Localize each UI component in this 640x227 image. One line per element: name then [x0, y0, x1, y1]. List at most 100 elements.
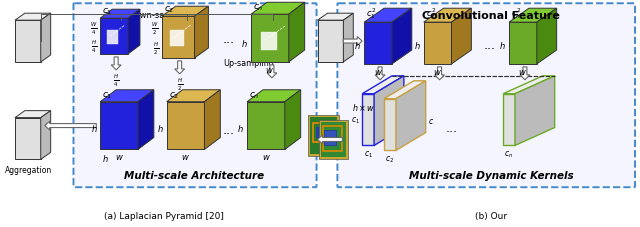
Text: $h$: $h$: [91, 123, 97, 133]
Text: $\frac{H}{2}$: $\frac{H}{2}$: [153, 41, 159, 57]
Polygon shape: [451, 9, 471, 65]
FancyBboxPatch shape: [324, 130, 337, 146]
Polygon shape: [424, 23, 451, 65]
Polygon shape: [520, 68, 530, 80]
Polygon shape: [195, 7, 209, 59]
Text: $c_1$: $c_1$: [364, 149, 372, 159]
Polygon shape: [41, 111, 51, 160]
Polygon shape: [128, 10, 140, 55]
Polygon shape: [384, 81, 426, 99]
Text: $w$: $w$: [181, 153, 190, 162]
Text: $h$: $h$: [102, 153, 109, 164]
Text: $c_1$: $c_1$: [351, 115, 360, 125]
Polygon shape: [343, 37, 362, 46]
Polygon shape: [509, 9, 557, 23]
Polygon shape: [15, 21, 41, 63]
Text: $c_1$: $c_1$: [102, 90, 113, 100]
Polygon shape: [537, 9, 557, 65]
Polygon shape: [170, 31, 184, 47]
FancyBboxPatch shape: [319, 120, 348, 160]
Text: $c_2^2$: $c_2^2$: [426, 6, 436, 21]
Polygon shape: [162, 7, 209, 17]
Polygon shape: [375, 68, 385, 80]
Text: Up-sampling: Up-sampling: [223, 59, 274, 68]
Polygon shape: [285, 90, 301, 150]
Polygon shape: [435, 68, 445, 80]
Polygon shape: [374, 76, 404, 146]
Polygon shape: [111, 58, 121, 71]
Text: $c_n$: $c_n$: [253, 3, 264, 13]
Polygon shape: [251, 3, 305, 15]
Text: $\frac{H}{4}$: $\frac{H}{4}$: [92, 39, 97, 55]
Polygon shape: [384, 99, 396, 151]
Text: (a) Laplacian Pyramid [20]: (a) Laplacian Pyramid [20]: [104, 211, 224, 220]
Polygon shape: [515, 76, 555, 146]
Text: $w$: $w$: [374, 68, 383, 76]
Text: (b) Our: (b) Our: [475, 211, 508, 220]
Text: $c_1^2$: $c_1^2$: [366, 6, 376, 21]
Text: $c$: $c$: [428, 117, 434, 126]
Text: Multi-scale Architecture: Multi-scale Architecture: [124, 170, 264, 180]
FancyBboxPatch shape: [316, 127, 323, 139]
Text: ...: ...: [222, 32, 234, 45]
Text: $w$: $w$: [262, 153, 270, 162]
Text: $h \times w$: $h \times w$: [352, 102, 376, 113]
Text: Aggregation: Aggregation: [5, 166, 52, 175]
Text: $c_n$: $c_n$: [249, 90, 260, 100]
Polygon shape: [251, 15, 289, 63]
Text: $h$: $h$: [241, 37, 248, 48]
Polygon shape: [138, 90, 154, 150]
Polygon shape: [343, 14, 353, 63]
Polygon shape: [317, 21, 343, 63]
Text: $w$: $w$: [433, 68, 442, 76]
Text: $\frac{H}{2}$: $\frac{H}{2}$: [177, 76, 182, 93]
Polygon shape: [162, 17, 195, 59]
Polygon shape: [317, 136, 342, 144]
Polygon shape: [100, 19, 128, 55]
Polygon shape: [503, 94, 515, 146]
Polygon shape: [267, 66, 277, 79]
Polygon shape: [364, 9, 412, 23]
Polygon shape: [247, 90, 301, 102]
Text: $c_2$: $c_2$: [169, 90, 179, 100]
Text: $h$: $h$: [157, 123, 164, 133]
Polygon shape: [167, 90, 220, 102]
Polygon shape: [41, 14, 51, 63]
Polygon shape: [503, 76, 555, 94]
Polygon shape: [509, 23, 537, 65]
Polygon shape: [167, 102, 204, 150]
Text: $\frac{W}{2}$: $\frac{W}{2}$: [151, 21, 159, 37]
FancyBboxPatch shape: [310, 117, 337, 155]
Text: $w$: $w$: [266, 66, 275, 75]
FancyBboxPatch shape: [321, 122, 346, 158]
Polygon shape: [100, 102, 138, 150]
Polygon shape: [424, 9, 471, 23]
Text: $c_n$: $c_n$: [504, 149, 514, 159]
Text: $h$: $h$: [499, 39, 506, 50]
Text: $\frac{W}{4}$: $\frac{W}{4}$: [90, 21, 97, 37]
Polygon shape: [45, 121, 96, 131]
Text: $w$: $w$: [518, 68, 527, 76]
Text: $w$: $w$: [115, 153, 124, 162]
Polygon shape: [392, 9, 412, 65]
Text: $h$: $h$: [237, 123, 244, 133]
FancyBboxPatch shape: [74, 4, 317, 188]
Polygon shape: [261, 33, 277, 51]
Polygon shape: [362, 76, 404, 94]
Polygon shape: [100, 10, 140, 19]
FancyBboxPatch shape: [308, 115, 339, 157]
Polygon shape: [396, 81, 426, 151]
Polygon shape: [204, 90, 220, 150]
Text: $c_n^2$: $c_n^2$: [511, 6, 521, 21]
Polygon shape: [317, 14, 353, 21]
Text: ...: ...: [222, 123, 234, 136]
Text: $c_1$: $c_1$: [102, 7, 113, 17]
Polygon shape: [15, 118, 41, 160]
Text: ...: ...: [445, 121, 458, 134]
Text: Multi-scale Dynamic Kernels: Multi-scale Dynamic Kernels: [409, 170, 573, 180]
Text: $h$: $h$: [355, 39, 361, 50]
Text: Convolutional Feature: Convolutional Feature: [422, 11, 560, 21]
Text: $c_2$: $c_2$: [164, 5, 174, 15]
FancyBboxPatch shape: [337, 4, 635, 188]
Text: $c_2$: $c_2$: [385, 154, 394, 164]
